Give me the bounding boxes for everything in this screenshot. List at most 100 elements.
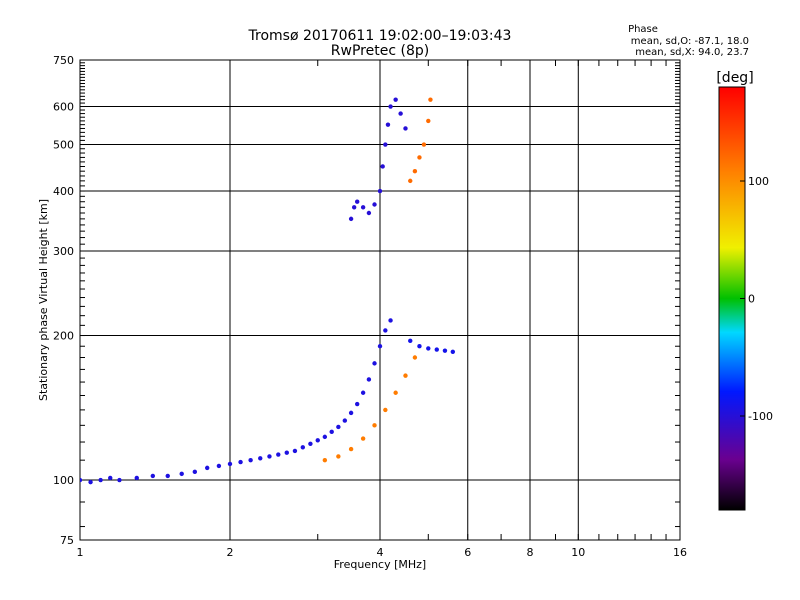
data-point — [360, 205, 366, 210]
data-point — [417, 344, 422, 349]
data-point — [284, 450, 289, 455]
data-point — [342, 418, 348, 423]
data-point — [248, 457, 253, 463]
y-tick-label: 100 — [53, 474, 74, 487]
y-tick-label: 300 — [53, 245, 74, 258]
data-point — [383, 407, 388, 413]
data-point — [383, 328, 388, 333]
x-tick-labels: 1 2 4 6 8 10 16 — [77, 546, 688, 559]
data-point — [417, 155, 422, 160]
data-point — [372, 423, 377, 428]
y-tick-label: 75 — [60, 534, 74, 547]
data-point — [385, 122, 391, 127]
data-point — [336, 424, 341, 430]
data-point — [258, 456, 263, 461]
data-point — [292, 448, 298, 454]
x-tick-label: 4 — [377, 546, 384, 559]
data-point — [408, 338, 413, 344]
data-point — [412, 355, 418, 360]
data-point — [276, 452, 281, 457]
chart-subtitle: RwPretec (8p) — [331, 43, 429, 59]
data-point — [426, 346, 431, 351]
y-tick-labels: 75 100 200 300 400 500 600 750 — [53, 54, 74, 547]
data-point — [348, 410, 354, 416]
x-tick-label: 2 — [227, 546, 234, 559]
y-tick-label: 750 — [53, 54, 74, 67]
data-point — [388, 318, 393, 323]
data-point — [204, 465, 210, 471]
data-point — [421, 142, 427, 147]
data-point — [372, 202, 377, 207]
data-point — [80, 477, 83, 483]
data-point — [393, 97, 398, 102]
chart-title: Tromsø 20170611 19:02:00–19:03:43 — [248, 28, 512, 44]
y-tick-label: 400 — [53, 185, 74, 198]
colorbar-tick-label: 100 — [748, 175, 769, 188]
data-point — [388, 104, 393, 109]
data-point — [354, 401, 360, 407]
data-point — [108, 475, 113, 481]
data-point — [426, 118, 431, 124]
data-point — [329, 429, 334, 435]
data-point — [360, 390, 366, 395]
phase-box-title: Phase — [628, 24, 658, 35]
data-point — [322, 434, 328, 440]
phase-box-line2: mean, sd,X: 94.0, 23.7 — [635, 47, 749, 58]
data-point — [442, 348, 448, 353]
data-point — [380, 164, 385, 169]
data-point — [398, 111, 403, 116]
data-point — [403, 373, 408, 378]
colorbar-tick-label: 0 — [748, 293, 755, 306]
data-point — [98, 477, 103, 483]
data-point — [88, 479, 93, 485]
data-point — [179, 471, 184, 477]
data-points — [80, 97, 456, 485]
data-point — [372, 361, 377, 366]
data-point — [150, 473, 156, 479]
data-point — [428, 97, 433, 102]
colorbar-tick-label: -100 — [748, 410, 773, 423]
data-point — [450, 349, 456, 354]
colorbar: [deg] 100 0 -100 — [716, 70, 773, 511]
data-point — [348, 446, 354, 452]
x-tick-label: 16 — [673, 546, 687, 559]
x-tick-label: 1 — [77, 546, 84, 559]
y-tick-label: 500 — [53, 139, 74, 152]
plot-area — [79, 59, 681, 541]
y-tick-label: 600 — [53, 101, 74, 114]
x-axis-label: Frequency [MHz] — [334, 558, 426, 571]
colorbar-label: [deg] — [716, 70, 753, 86]
x-tick-label: 10 — [571, 546, 585, 559]
data-point — [360, 436, 366, 441]
data-point — [216, 463, 222, 469]
minor-ticks — [79, 59, 681, 540]
data-point — [308, 441, 313, 446]
data-point — [267, 454, 272, 459]
x-tick-label: 6 — [464, 546, 471, 559]
data-point — [336, 454, 341, 459]
y-tick-label: 200 — [53, 330, 74, 343]
data-point — [434, 347, 439, 352]
data-point — [366, 210, 372, 216]
data-point — [412, 168, 418, 174]
data-point — [192, 469, 198, 475]
data-point — [393, 390, 398, 395]
data-point — [366, 377, 372, 382]
data-point — [383, 142, 388, 147]
data-point — [351, 205, 357, 210]
data-point — [403, 126, 408, 131]
x-tick-label: 8 — [527, 546, 534, 559]
data-point — [377, 188, 383, 194]
phase-box-line1: mean, sd,O: -87.1, 18.0 — [631, 36, 749, 47]
data-point — [354, 199, 360, 204]
data-point — [300, 445, 306, 450]
data-point — [117, 477, 122, 483]
data-point — [315, 438, 320, 443]
data-point — [238, 459, 243, 465]
data-point — [134, 475, 139, 481]
data-point — [227, 461, 233, 467]
y-axis-label: Stationary phase Virtual Height [km] — [37, 199, 50, 401]
data-point — [377, 344, 383, 349]
data-point — [165, 473, 170, 479]
